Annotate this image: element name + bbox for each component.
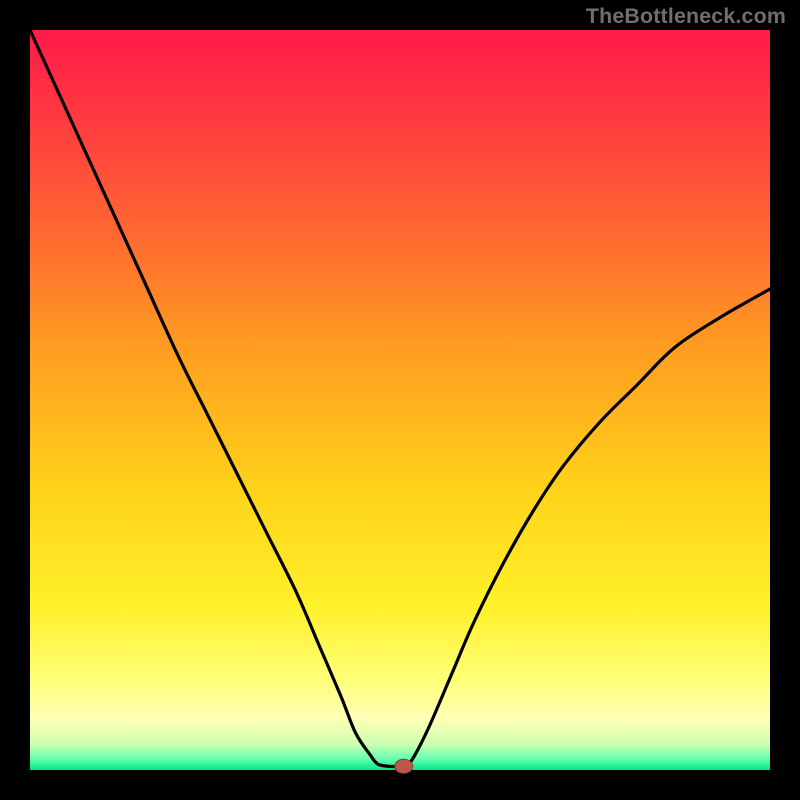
watermark-text: TheBottleneck.com xyxy=(586,4,786,29)
optimum-marker xyxy=(395,759,413,773)
chart-frame: TheBottleneck.com xyxy=(0,0,800,800)
gradient-background xyxy=(30,30,770,770)
bottleneck-chart xyxy=(0,0,800,800)
